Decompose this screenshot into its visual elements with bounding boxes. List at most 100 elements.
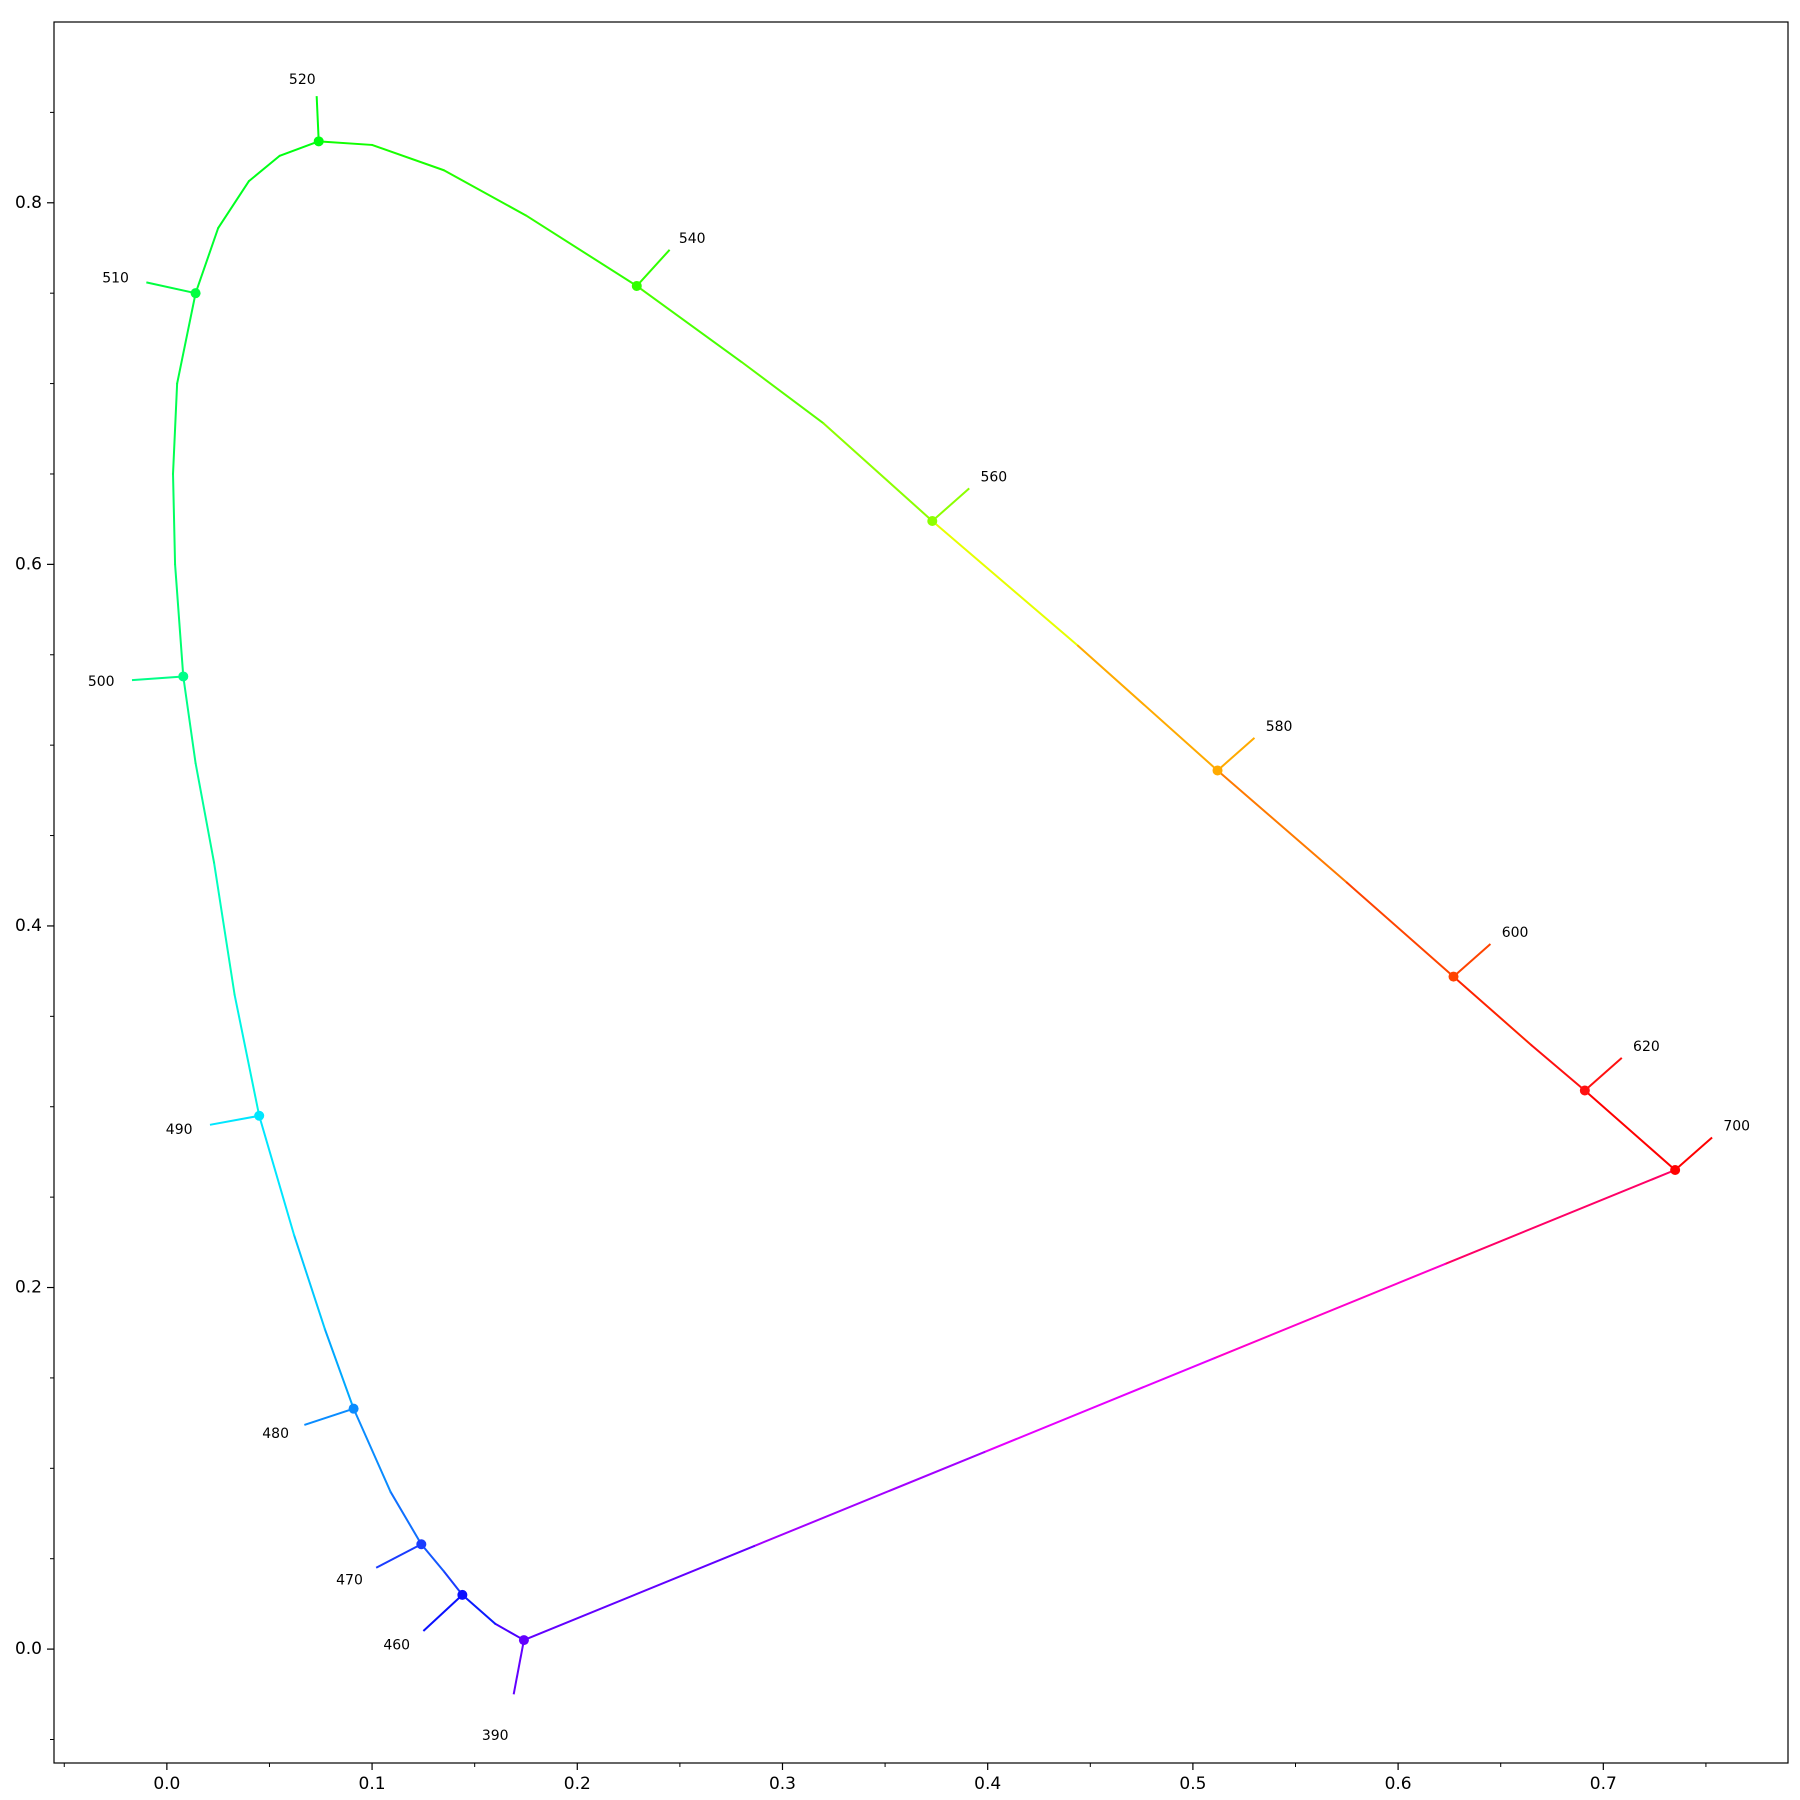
marker-point — [1448, 971, 1459, 982]
locus-segment — [389, 1490, 423, 1546]
purple-line-segment — [1443, 1169, 1677, 1266]
x-tick-label: 0.1 — [359, 1774, 386, 1794]
wavelength-label: 540 — [679, 231, 706, 247]
locus-segment — [247, 154, 281, 183]
locus-segment — [352, 1407, 392, 1493]
wavelength-label: 390 — [482, 1728, 509, 1744]
wavelength-marker-700: 700 — [1670, 1119, 1750, 1176]
purple-line-segment — [753, 1451, 986, 1548]
locus-segment — [293, 1234, 326, 1331]
locus-segment — [317, 140, 374, 146]
marker-tick — [131, 675, 184, 682]
locus-segment — [524, 214, 638, 287]
wavelength-label: 480 — [262, 1426, 289, 1442]
locus-segment — [194, 227, 220, 295]
wavelength-marker-390: 390 — [482, 1635, 529, 1744]
wavelength-label: 580 — [1266, 719, 1293, 735]
locus-segment — [213, 861, 236, 996]
marker-point — [416, 1539, 427, 1550]
marker-point — [178, 671, 189, 682]
locus-segment — [442, 169, 527, 217]
wavelength-marker-490: 490 — [166, 1110, 265, 1138]
marker-tick — [146, 281, 196, 295]
locus-segment — [323, 1328, 355, 1410]
marker-tick — [931, 487, 970, 522]
locus-segment — [174, 563, 185, 678]
locus-segment — [420, 1543, 445, 1573]
wavelength-marker-560: 560 — [927, 470, 1007, 526]
marker-point — [1670, 1165, 1681, 1176]
wavelength-label: 520 — [289, 72, 316, 88]
wavelength-marker-480: 480 — [262, 1403, 359, 1442]
y-tick-label: 0.2 — [15, 1278, 42, 1298]
wavelength-marker-500: 500 — [88, 671, 189, 690]
x-tick-label: 0.5 — [1179, 1774, 1206, 1794]
locus-segment — [233, 993, 261, 1117]
wavelength-marker-600: 600 — [1448, 925, 1529, 982]
wavelength-label: 510 — [102, 271, 129, 287]
marker-point — [254, 1110, 265, 1121]
x-tick-label: 0.3 — [769, 1774, 796, 1794]
wavelength-label: 460 — [383, 1637, 410, 1653]
wavelength-marker-510: 510 — [102, 271, 201, 299]
marker-point — [457, 1589, 468, 1600]
purple-line-segment — [522, 1545, 756, 1642]
purple-line-segment — [1213, 1263, 1446, 1360]
marker-point — [348, 1403, 359, 1414]
purple-line-segment — [983, 1357, 1216, 1454]
locus-segment — [371, 143, 445, 172]
marker-tick — [209, 1114, 260, 1126]
wavelength-marker-520: 520 — [289, 72, 324, 147]
locus-segment — [1345, 881, 1455, 978]
locus-segment — [172, 382, 179, 475]
locus-segment — [1530, 1044, 1586, 1092]
marker-point — [190, 288, 201, 299]
locus-segment — [1216, 769, 1348, 884]
locus-segment — [931, 519, 1079, 647]
spectral-locus — [172, 140, 1677, 1642]
wavelength-marker-620: 620 — [1579, 1039, 1660, 1096]
wavelength-label: 490 — [166, 1122, 193, 1138]
marker-tick — [1216, 737, 1256, 772]
wavelength-marker-540: 540 — [631, 231, 706, 291]
locus-segment — [194, 762, 216, 864]
marker-tick — [304, 1407, 354, 1426]
marker-tick — [315, 96, 320, 142]
locus-segment — [1452, 975, 1533, 1047]
marker-point — [1579, 1085, 1590, 1096]
marker-point — [313, 136, 324, 147]
marker-tick — [375, 1543, 422, 1569]
locus-segment — [1583, 1089, 1677, 1172]
locus-segment — [461, 1593, 497, 1625]
marker-point — [518, 1635, 529, 1646]
wavelength-label: 560 — [980, 470, 1007, 486]
x-tick-label: 0.0 — [153, 1774, 180, 1794]
marker-tick — [1674, 1136, 1713, 1171]
x-tick-label: 0.4 — [974, 1774, 1001, 1794]
plot-area — [53, 21, 1789, 1764]
locus-segment — [182, 675, 197, 765]
x-tick-label: 0.2 — [564, 1774, 591, 1794]
marker-tick — [512, 1639, 525, 1695]
y-tick-label: 0.6 — [15, 554, 42, 574]
marker-point — [1212, 765, 1223, 776]
wavelength-label: 620 — [1633, 1039, 1660, 1055]
wavelength-label: 470 — [336, 1572, 363, 1588]
locus-segment — [494, 1622, 525, 1642]
wavelength-marker-460: 460 — [383, 1589, 468, 1653]
wavelength-label: 600 — [1502, 925, 1529, 941]
x-tick-label: 0.7 — [1590, 1774, 1617, 1794]
marker-tick — [1452, 943, 1492, 978]
x-tick-label: 0.6 — [1385, 1774, 1412, 1794]
locus-segment — [172, 472, 177, 566]
marker-point — [927, 515, 938, 526]
axes: 0.0 0.1 0.2 0.3 0.4 0.5 0.6 0.7 0.0 0.2 0.4 0.6 0.8 — [15, 111, 1707, 1794]
marker-tick — [1584, 1057, 1623, 1092]
marker-tick — [422, 1594, 464, 1632]
locus-segment — [822, 422, 934, 522]
plot-frame — [53, 21, 1789, 1764]
y-tick-label: 0.0 — [15, 1639, 42, 1659]
locus-segment — [217, 180, 250, 230]
locus-segment — [740, 360, 825, 425]
wavelength-marker-470: 470 — [336, 1539, 427, 1588]
